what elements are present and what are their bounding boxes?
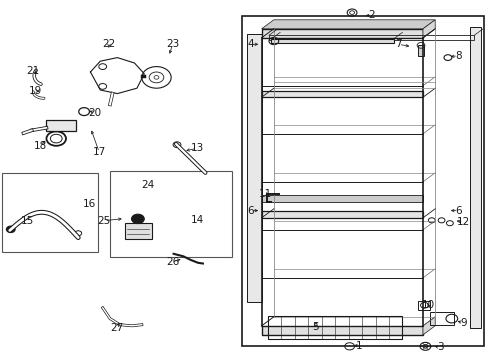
- Text: 10: 10: [422, 300, 434, 310]
- Bar: [246, 34, 261, 302]
- Text: 23: 23: [165, 39, 179, 49]
- Text: 3: 3: [436, 342, 443, 352]
- Text: 13: 13: [190, 143, 203, 153]
- Bar: [268, 35, 473, 40]
- Bar: [469, 27, 480, 328]
- Text: 7: 7: [394, 39, 401, 49]
- Polygon shape: [422, 317, 434, 335]
- Text: 5: 5: [311, 321, 318, 332]
- Bar: [242, 16, 483, 346]
- Bar: [124, 223, 151, 239]
- Text: 12: 12: [456, 217, 469, 227]
- Text: 17: 17: [92, 147, 106, 157]
- Text: 21: 21: [26, 66, 40, 76]
- Text: 11: 11: [258, 189, 272, 199]
- Text: 4: 4: [247, 39, 254, 49]
- Text: 20: 20: [88, 108, 101, 118]
- Text: 8: 8: [454, 51, 461, 61]
- Bar: [110, 171, 232, 257]
- Bar: [261, 211, 422, 218]
- Text: 22: 22: [102, 39, 116, 49]
- Circle shape: [6, 226, 15, 233]
- Bar: [2, 173, 98, 252]
- Text: 2: 2: [367, 10, 374, 21]
- Text: 15: 15: [20, 216, 34, 226]
- Text: 19: 19: [29, 86, 42, 96]
- Text: 24: 24: [141, 180, 155, 190]
- Bar: [429, 312, 453, 325]
- Circle shape: [131, 214, 144, 224]
- Polygon shape: [422, 20, 434, 38]
- Bar: [261, 29, 422, 38]
- Bar: [271, 39, 393, 43]
- Bar: [261, 91, 422, 97]
- Text: 1: 1: [355, 341, 362, 351]
- Bar: [267, 316, 402, 339]
- Text: 6: 6: [454, 206, 461, 216]
- Bar: [417, 301, 429, 310]
- Text: 25: 25: [97, 216, 111, 226]
- Text: 14: 14: [190, 215, 203, 225]
- Text: 27: 27: [109, 323, 123, 333]
- Text: 9: 9: [459, 318, 466, 328]
- Bar: [261, 326, 422, 335]
- Bar: [261, 195, 422, 202]
- Text: 16: 16: [82, 199, 96, 210]
- Bar: [417, 45, 423, 56]
- Text: 6: 6: [247, 206, 254, 216]
- Text: 26: 26: [165, 257, 179, 267]
- Polygon shape: [261, 20, 434, 29]
- Text: 18: 18: [34, 141, 47, 151]
- Bar: [46, 120, 76, 131]
